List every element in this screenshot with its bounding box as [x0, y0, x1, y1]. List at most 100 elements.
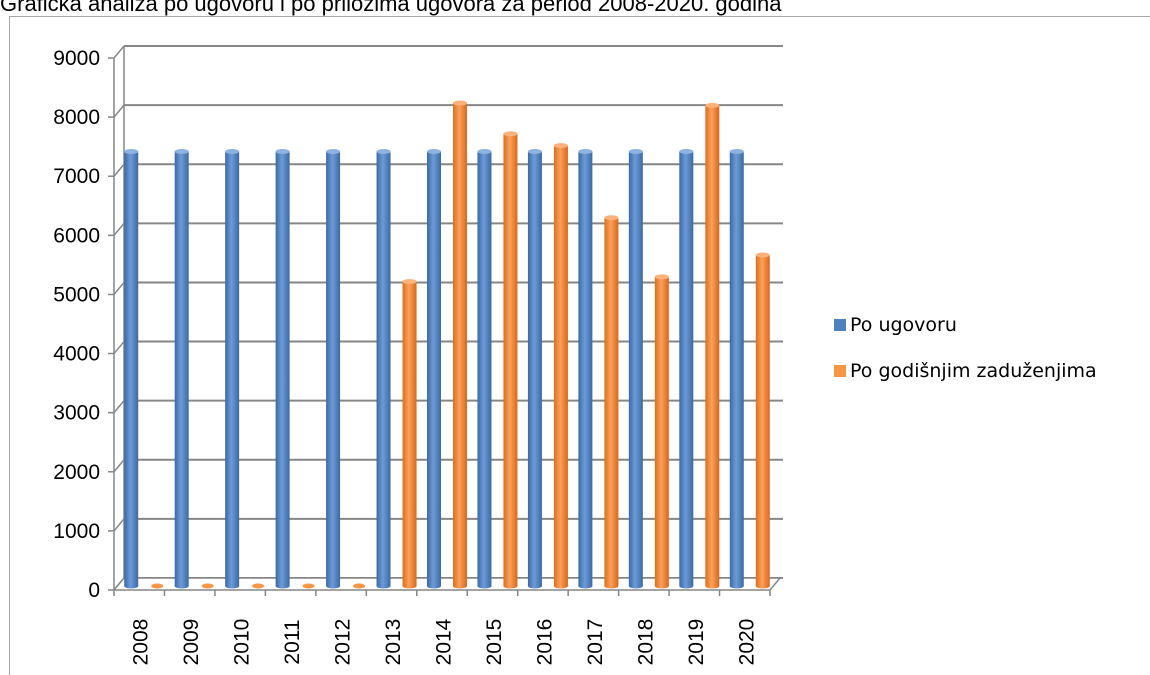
bar-po-ugovoru: [124, 151, 139, 587]
x-tick-label: 2011: [281, 619, 304, 664]
bar-base: [275, 583, 290, 589]
bar-top: [174, 149, 189, 155]
labels-layer: 0 1000 2000 3000 4000 5000 6000 7000 8000 9000 200…: [53, 47, 758, 665]
bar-base: [628, 583, 643, 589]
bar-base: [503, 583, 518, 589]
y-tick-label: 7000: [53, 165, 100, 188]
bar-base: [705, 583, 720, 589]
x-tick-label: 2012: [332, 619, 355, 666]
gridline-side: [113, 459, 125, 473]
gridline-side: [113, 400, 125, 414]
bar-top: [225, 149, 240, 155]
x-tick-label: 2008: [130, 619, 153, 666]
bar-po-ugovoru: [679, 151, 694, 587]
x-tick-label: 2018: [634, 619, 657, 666]
legend: Po ugovoru Po godišnjim zaduženjima: [834, 310, 1097, 402]
chart-frame-top-border: [9, 16, 1150, 17]
y-tick-label: 0: [88, 579, 100, 602]
gridline-side: [113, 45, 125, 59]
bar-zero-marker: [353, 583, 366, 589]
bar-top: [503, 131, 518, 137]
bar-po-godisnjim-zaduzenjima: [553, 145, 568, 586]
bar-top: [527, 149, 542, 155]
bar-po-ugovoru: [225, 151, 240, 587]
bar-po-godisnjim-zaduzenjima: [755, 254, 770, 586]
gridline-side: [113, 104, 125, 118]
x-tick-label: 2019: [685, 619, 708, 666]
bar-top: [402, 279, 417, 285]
x-tick-label: 2013: [382, 619, 405, 666]
bar-po-godisnjim-zaduzenjima: [654, 276, 669, 586]
gridline-side: [113, 518, 125, 532]
y-tick-label: 2000: [53, 461, 100, 484]
axis-layer: [108, 46, 782, 596]
bar-zero-marker: [201, 583, 214, 589]
x-tick-label: 2009: [180, 619, 203, 666]
bar-base: [402, 583, 417, 589]
bar-po-ugovoru: [376, 151, 391, 587]
gridline-side: [113, 222, 125, 236]
bars-layer: [124, 100, 770, 589]
x-tick-label: 2016: [533, 619, 556, 666]
bar-base: [755, 583, 770, 589]
bar-po-ugovoru: [477, 151, 492, 587]
bar-po-godisnjim-zaduzenjima: [705, 105, 720, 586]
bar-base: [376, 583, 391, 589]
gridline-side: [113, 281, 125, 295]
bar-top: [427, 149, 441, 155]
bar-top: [755, 252, 770, 258]
bar-top: [275, 149, 290, 155]
bar-base: [427, 583, 441, 589]
bar-top: [376, 149, 391, 155]
bar-top: [654, 274, 669, 280]
chart-frame-left-border: [9, 16, 10, 675]
x-tick-label: 2017: [584, 619, 607, 666]
bar-po-ugovoru: [527, 151, 542, 587]
legend-swatch: [834, 319, 846, 331]
legend-label: Po ugovoru: [850, 314, 957, 336]
bar-base: [174, 583, 189, 589]
bar-top: [553, 143, 568, 149]
bar-top: [578, 149, 593, 155]
bar-po-godisnjim-zaduzenjima: [503, 133, 518, 587]
bar-base: [477, 583, 492, 589]
bar-base: [453, 583, 467, 589]
y-tick-label: 1000: [53, 520, 100, 543]
bar-top: [477, 149, 492, 155]
bar-top: [326, 149, 341, 155]
x-tick-label: 2015: [483, 619, 506, 666]
bar-top: [124, 149, 139, 155]
bar-base: [578, 583, 593, 589]
bar-base: [553, 583, 568, 589]
bar-zero-marker: [252, 583, 265, 589]
y-tick-label: 3000: [53, 402, 100, 425]
y-tick-label: 6000: [53, 224, 100, 247]
bar-base: [124, 583, 139, 589]
bar-base: [225, 583, 240, 589]
chart-title: Grafička analiza po ugovoru i po prilozi…: [0, 0, 782, 16]
bar-po-ugovoru: [326, 151, 341, 587]
gridline-side: [113, 341, 125, 355]
bar-po-ugovoru: [275, 151, 290, 587]
bar-base: [604, 583, 619, 589]
bar-base: [654, 583, 669, 589]
bar-top: [604, 215, 619, 221]
bar-base: [527, 583, 542, 589]
legend-label: Po godišnjim zaduženjima: [850, 360, 1097, 382]
y-tick-label: 8000: [53, 106, 100, 129]
bar-top: [628, 149, 643, 155]
bar-po-ugovoru: [174, 151, 189, 587]
gridline-side: [113, 163, 125, 177]
x-tick-label: 2014: [433, 618, 456, 665]
bar-top: [679, 149, 694, 155]
bar-po-godisnjim-zaduzenjima: [453, 103, 467, 586]
bar-top: [705, 102, 720, 108]
bar-po-ugovoru: [628, 151, 643, 587]
bar-po-ugovoru: [427, 151, 441, 587]
legend-item: Po godišnjim zaduženjima: [834, 356, 1097, 386]
bar-base: [326, 583, 341, 589]
bar-zero-marker: [151, 583, 164, 589]
bar-top: [453, 100, 467, 106]
bar-zero-marker: [302, 583, 315, 589]
